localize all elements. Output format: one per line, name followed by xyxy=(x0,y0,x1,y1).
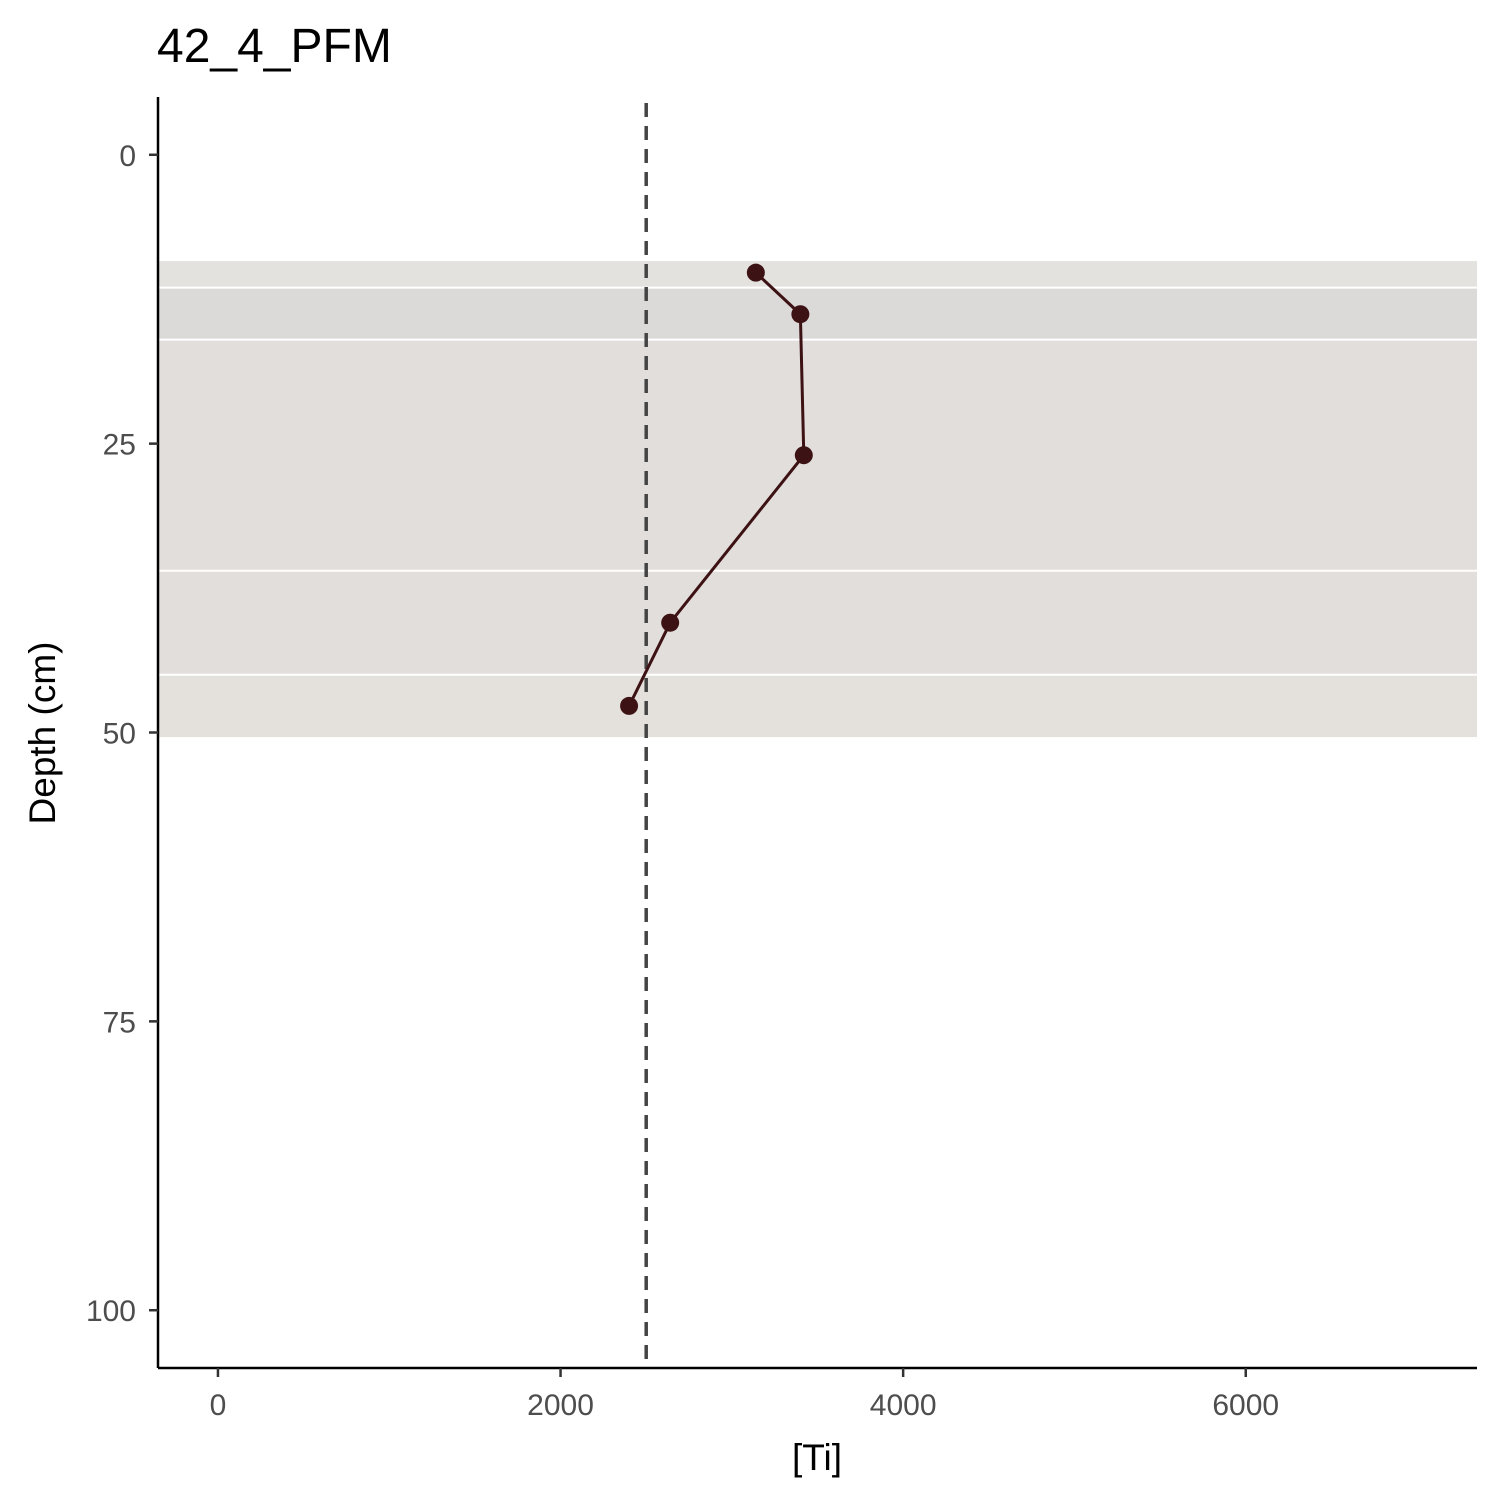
ticks-group: 0 2000 4000 6000 0 25 50 75 100 xyxy=(86,140,1279,1422)
y-tick-label: 25 xyxy=(103,429,136,462)
horizon-bands xyxy=(158,261,1477,738)
data-point xyxy=(620,696,639,715)
data-point xyxy=(794,446,813,465)
y-tick-label: 100 xyxy=(86,1295,136,1328)
x-tick-label: 0 xyxy=(210,1389,227,1422)
data-point xyxy=(746,263,765,282)
chart-title: 42_4_PFM xyxy=(157,20,392,73)
y-axis-title: Depth (cm) xyxy=(22,642,63,825)
horizon-band xyxy=(158,570,1477,675)
x-tick-label: 4000 xyxy=(870,1389,937,1422)
y-tick-label: 50 xyxy=(103,718,136,751)
x-axis-title: [Ti] xyxy=(792,1437,842,1478)
series-group xyxy=(620,263,813,715)
y-tick-label: 0 xyxy=(119,140,136,173)
horizon-band xyxy=(158,287,1477,340)
horizon-band xyxy=(158,261,1477,288)
x-tick-label: 2000 xyxy=(527,1389,594,1422)
y-tick-label: 75 xyxy=(103,1006,136,1039)
data-point xyxy=(661,613,680,632)
horizon-band xyxy=(158,674,1477,738)
x-tick-label: 6000 xyxy=(1212,1389,1279,1422)
horizon-band xyxy=(158,339,1477,571)
data-point xyxy=(791,305,810,324)
